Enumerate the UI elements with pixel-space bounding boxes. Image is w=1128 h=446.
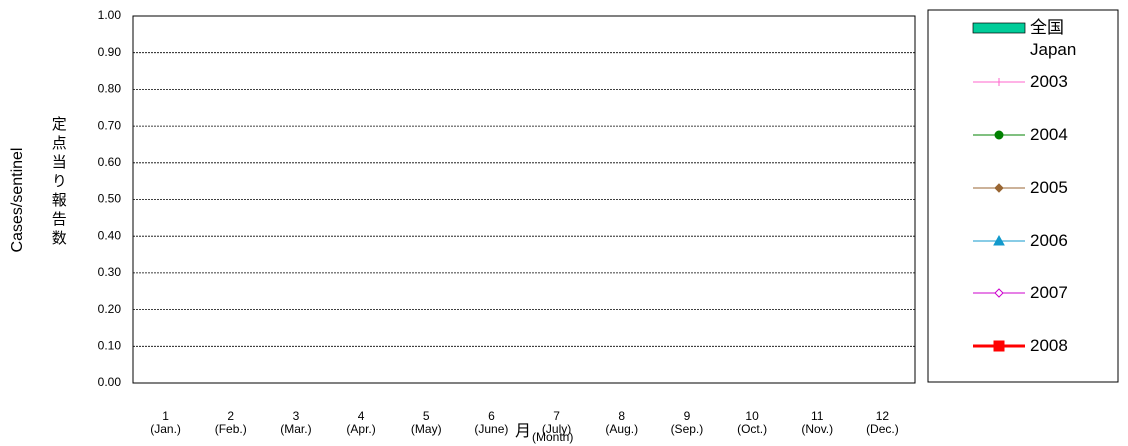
x-tick-label: 3 (Mar.) <box>280 409 312 436</box>
x-axis-label-ja: 月 <box>515 423 532 440</box>
y-tick-label: 0.90 <box>98 45 122 59</box>
x-tick-label: 7 (July) <box>541 409 572 436</box>
x-tick-label: 10 (Oct.) <box>737 409 768 436</box>
y-tick-label: 0.50 <box>98 192 122 206</box>
y-tick-label: 0.60 <box>98 155 122 169</box>
legend-label: 2004 <box>1030 125 1068 144</box>
x-tick-label: 2 (Feb.) <box>214 409 247 436</box>
legend-box <box>927 9 1119 383</box>
y-axis-label-ja: 定点当り報告数 <box>49 116 67 249</box>
legend-marker <box>994 288 1004 298</box>
legend-label: 2005 <box>1030 178 1068 197</box>
legend-marker <box>993 234 1005 246</box>
x-tick-label: 8 (Aug.) <box>605 409 639 436</box>
y-tick-label: 0.40 <box>98 228 122 242</box>
x-tick-label: 11 (Nov.) <box>801 409 834 436</box>
x-tick-label: 6 (June) <box>474 409 509 436</box>
legend-label: 2008 <box>1030 336 1068 355</box>
x-axis-label: (Month) <box>532 430 574 444</box>
legend-label: 2003 <box>1030 72 1068 91</box>
x-tick-label: 1 (Jan.) <box>150 409 181 436</box>
legend-label: 2006 <box>1030 231 1068 250</box>
x-tick-label: 9 (Sep.) <box>670 409 704 436</box>
legend-swatch <box>972 22 1026 34</box>
legend-label: 2007 <box>1030 283 1068 302</box>
y-tick-label: 0.10 <box>98 338 122 352</box>
y-axis-label: Cases/sentinel <box>9 148 26 253</box>
y-tick-label: 0.80 <box>98 82 122 96</box>
y-tick-label: 1.00 <box>98 8 122 22</box>
x-tick-label: 4 (Apr.) <box>346 409 376 436</box>
legend-label: 全国 Japan <box>1030 18 1077 60</box>
legend-marker <box>994 183 1004 193</box>
legend-marker <box>995 78 1003 86</box>
plot-frame <box>132 15 916 384</box>
y-tick-label: 0.00 <box>98 375 122 389</box>
legend-marker <box>993 340 1005 352</box>
y-tick-label: 0.20 <box>98 302 122 316</box>
legend-marker <box>994 130 1004 140</box>
x-tick-label: 12 (Dec.) <box>866 409 899 436</box>
x-tick-label: 5 (May) <box>410 409 442 436</box>
y-tick-label: 0.70 <box>98 118 122 132</box>
y-tick-label: 0.30 <box>98 265 122 279</box>
